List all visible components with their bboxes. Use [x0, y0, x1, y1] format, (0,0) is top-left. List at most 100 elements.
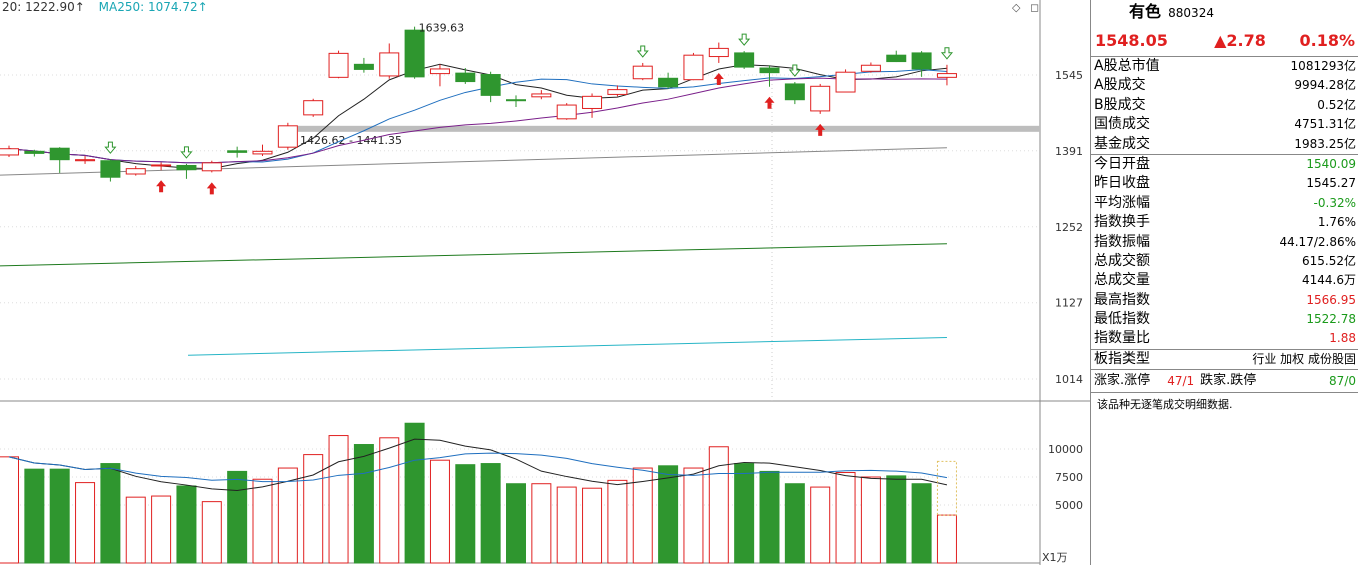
volume-bar — [303, 454, 324, 564]
volume-bar — [556, 486, 577, 564]
stock-code: 880324 — [1168, 6, 1214, 20]
volume-bar — [734, 463, 755, 564]
volume-bar — [658, 465, 679, 564]
down-label: 跌家.跌停 — [1200, 373, 1257, 389]
market-stat-label: B股成交 — [1094, 96, 1146, 113]
index-stat-row: 昨日收盘 1545.27 — [1091, 174, 1358, 193]
index-stat-value: 44.17/2.86% — [1279, 234, 1356, 249]
ma250-legend: MA250: 1074.72↑ — [98, 0, 208, 14]
volume-bar — [252, 478, 273, 564]
volume-bar — [379, 437, 400, 564]
sell-signal-icon — [636, 45, 649, 58]
ma250-line — [187, 337, 947, 356]
candle-body — [835, 71, 856, 93]
window-controls: ◇ ◻ — [1006, 1, 1039, 14]
volume-bar — [810, 486, 831, 564]
volume-bar — [936, 514, 957, 564]
index-stat-label: 总成交额 — [1094, 252, 1150, 269]
volume-bar — [607, 479, 628, 564]
index-stat-value: 1.76% — [1317, 215, 1356, 230]
volume-bar — [860, 476, 881, 564]
up-down-row: 涨家.涨停 47/1 跌家.跌停 87/0 — [1091, 370, 1358, 394]
candle-body — [455, 72, 476, 83]
index-type-row: 板指类型 行业 加权 成份股固 — [1091, 350, 1358, 371]
index-stat-label: 指数换手 — [1094, 214, 1150, 231]
sell-signal-icon — [104, 141, 117, 154]
restore-icon[interactable]: ◻ — [1029, 1, 1040, 14]
quote-panel: 有色 880324 1548.05 ▲2.78 0.18% A股总市值 10812… — [1090, 0, 1358, 565]
candle-body — [24, 150, 45, 154]
ma-legend: 20: 1222.90↑ MA250: 1074.72↑ — [2, 0, 218, 14]
volume-bar — [429, 459, 450, 564]
volume-forecast-box — [936, 460, 957, 516]
volume-tick-label: 10000 — [1048, 443, 1083, 456]
buy-signal-icon — [815, 123, 826, 136]
volume-bar — [176, 485, 197, 564]
candle-body — [632, 65, 653, 80]
candle-body — [810, 85, 831, 112]
candle-body — [0, 148, 19, 156]
index-stat-label: 平均涨幅 — [1094, 194, 1150, 211]
buy-signal-icon — [764, 96, 775, 109]
sell-signal-icon — [738, 33, 751, 46]
price-tick-label: 1127 — [1055, 297, 1083, 310]
index-stat-label: 最高指数 — [1094, 291, 1150, 308]
candle-body — [353, 63, 374, 70]
market-stat-value: 1983.25亿 — [1294, 136, 1356, 151]
volume-bar — [353, 444, 374, 564]
candle-body — [860, 64, 881, 72]
volume-ma5-line — [8, 438, 948, 491]
index-stat-label: 今日开盘 — [1094, 155, 1150, 172]
volume-bar — [531, 483, 552, 564]
index-stat-row: 指数振幅 44.17/2.86% — [1091, 233, 1358, 252]
volume-unit-label: X1万 — [1042, 551, 1068, 564]
candle-body — [708, 47, 729, 58]
candle-body — [784, 83, 805, 101]
volume-bar — [277, 467, 298, 564]
candle-body — [531, 93, 552, 98]
market-stat-label: 国债成交 — [1094, 116, 1150, 133]
price-tick-label: 1252 — [1055, 221, 1083, 234]
candle-body — [911, 52, 932, 70]
index-stat-row: 指数换手 1.76% — [1091, 213, 1358, 232]
volume-bar — [683, 467, 704, 564]
candle-body — [658, 77, 679, 88]
index-stat-value: -0.32% — [1313, 195, 1356, 210]
volume-bar — [404, 422, 425, 564]
index-type-label: 板指类型 — [1094, 350, 1150, 367]
index-stat-label: 最低指数 — [1094, 311, 1150, 328]
volume-bar — [328, 435, 349, 564]
candle-body — [277, 125, 298, 148]
candle-body — [480, 74, 501, 96]
candle-body — [379, 52, 400, 77]
volume-bar — [75, 482, 96, 564]
index-stat-value: 1.88 — [1329, 331, 1356, 346]
buy-signal-icon — [156, 180, 167, 193]
volume-bar — [632, 467, 653, 564]
volume-bar — [911, 483, 932, 564]
candle-body — [252, 150, 273, 155]
volume-bar — [886, 475, 907, 564]
market-stat-row: A股总市值 1081293亿 — [1091, 57, 1358, 76]
volume-bar — [100, 463, 121, 564]
index-stat-value: 1522.78 — [1306, 312, 1356, 327]
gap-band — [298, 125, 1040, 132]
price-change-pct: 0.18% — [1299, 31, 1355, 50]
kline-chart-area[interactable]: 20: 1222.90↑ MA250: 1074.72↑ ◇ ◻ 1545 139… — [0, 0, 1090, 565]
high-label: 1639.63 — [419, 22, 465, 35]
candle-body — [936, 73, 957, 78]
volume-bar — [0, 456, 19, 564]
diamond-icon[interactable]: ◇ — [1012, 1, 1021, 14]
volume-bar — [455, 464, 476, 564]
candle-body — [100, 160, 121, 178]
volume-bar — [708, 446, 729, 564]
title-row: 有色 880324 — [1091, 0, 1358, 26]
volume-bar — [49, 468, 70, 564]
sell-signal-icon — [940, 47, 954, 60]
candle-body — [125, 168, 146, 175]
volume-bar — [835, 472, 856, 564]
market-stat-value: 4751.31亿 — [1294, 117, 1356, 132]
market-stat-row: B股成交 0.52亿 — [1091, 96, 1358, 115]
candle-body — [582, 95, 603, 109]
up-label: 涨家.涨停 — [1094, 373, 1151, 389]
